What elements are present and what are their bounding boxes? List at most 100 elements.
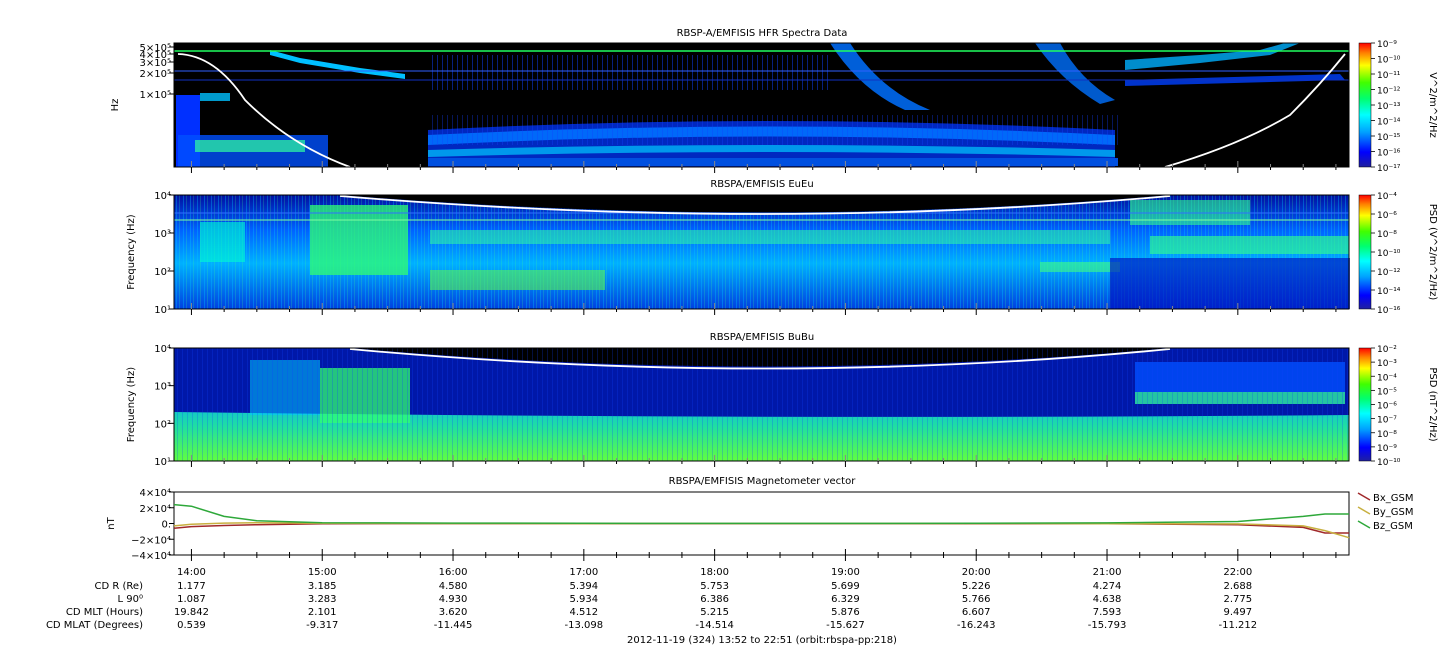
series-line-Bz_GSM <box>173 503 1349 525</box>
y-tick-label: 3×10⁵ <box>140 58 171 69</box>
ephemeris-value: -11.445 <box>434 620 473 631</box>
legend-entry: Bz_GSM <box>1373 521 1413 532</box>
ephemeris-value: -11.212 <box>1219 620 1258 631</box>
colorbar-label: V^2/m^2/Hz <box>1427 72 1438 138</box>
colorbar-tick-label: 10⁻¹³ <box>1377 102 1401 112</box>
magnetometer-plot <box>173 491 1350 556</box>
x-tick-label: 15:00 <box>308 567 337 578</box>
ephemeris-row-label: L 90⁰ <box>118 594 143 605</box>
x-tick-label: 14:00 <box>177 567 206 578</box>
legend-swatch <box>1357 506 1371 515</box>
colorbar-label: PSD (V^2/m^2/Hz) <box>1427 204 1438 301</box>
colorbar-tick-label: 10⁻¹⁰ <box>1377 249 1401 259</box>
ephemeris-value: 1.177 <box>177 581 206 592</box>
ephemeris-value: 5.876 <box>831 607 860 618</box>
ephemeris-value: 4.580 <box>439 581 468 592</box>
x-tick-label: 18:00 <box>700 567 729 578</box>
colorbar-tick-label: 10⁻³ <box>1377 359 1397 369</box>
y-axis-label: Frequency (Hz) <box>126 367 137 443</box>
ephemeris-value: 5.215 <box>700 607 729 618</box>
y-tick-label: 10² <box>154 267 171 278</box>
colorbar-tick-label: 10⁻² <box>1377 345 1397 355</box>
legend-swatch <box>1357 520 1371 529</box>
ephemeris-value: 9.497 <box>1224 607 1253 618</box>
y-tick-label: 1×10⁵ <box>140 90 171 101</box>
ephemeris-value: 2.688 <box>1224 581 1253 592</box>
colorbar-tick-label: 10⁻¹⁵ <box>1377 133 1401 143</box>
y-tick-label: 4×10⁵ <box>140 50 171 61</box>
colorbar-tick-label: 10⁻⁹ <box>1377 40 1397 50</box>
x-tick-label: 16:00 <box>439 567 468 578</box>
colorbar-tick-label: 10⁻¹⁶ <box>1377 149 1401 159</box>
ephemeris-value: 3.283 <box>308 594 337 605</box>
y-axis-label: Frequency (Hz) <box>126 214 137 290</box>
ephemeris-value: -13.098 <box>565 620 604 631</box>
ephemeris-value: 6.386 <box>700 594 729 605</box>
colorbar-tick-label: 10⁻¹⁴ <box>1377 287 1401 297</box>
colorbar-tick-label: 10⁻⁸ <box>1377 230 1397 240</box>
legend-entry: Bx_GSM <box>1373 493 1414 504</box>
ephemeris-value: 5.699 <box>831 581 860 592</box>
eueu-panel-title: RBSPA/EMFISIS EuEu <box>710 179 813 190</box>
magnetometer-panel-title: RBSPA/EMFISIS Magnetometer vector <box>669 476 857 487</box>
eueu-colorbar <box>1358 194 1372 310</box>
colorbar-tick-label: 10⁻⁶ <box>1377 402 1397 412</box>
ephemeris-row-label: CD MLT (Hours) <box>66 607 143 618</box>
colorbar-tick-label: 10⁻⁸ <box>1377 430 1397 440</box>
y-tick-label: 10³ <box>154 382 171 393</box>
colorbar-tick-label: 10⁻¹⁰ <box>1377 56 1401 66</box>
colorbar-tick-label: 10⁻⁷ <box>1377 416 1397 426</box>
colorbar-label: PSD (nT^2/Hz) <box>1427 367 1438 441</box>
colorbar-tick-label: 10⁻⁴ <box>1377 373 1397 383</box>
y-tick-label: 4×10⁴ <box>140 488 171 499</box>
colorbar-tick-label: 10⁻⁴ <box>1377 192 1397 202</box>
x-tick-label: 21:00 <box>1093 567 1122 578</box>
y-tick-label: 2×10⁵ <box>140 69 171 80</box>
x-tick-label: 17:00 <box>569 567 598 578</box>
ephemeris-value: 4.274 <box>1093 581 1122 592</box>
colorbar-tick-label: 10⁻¹² <box>1377 87 1401 97</box>
y-axis-label: nT <box>106 516 117 529</box>
ephemeris-value: 5.226 <box>962 581 991 592</box>
x-tick-label: 22:00 <box>1223 567 1252 578</box>
hfr-spectrogram <box>173 42 1350 168</box>
ephemeris-row-label: CD R (Re) <box>95 581 144 592</box>
ephemeris-value: -14.514 <box>695 620 734 631</box>
colorbar-tick-label: 10⁻¹¹ <box>1377 71 1401 81</box>
colorbar-tick-label: 10⁻¹⁷ <box>1377 164 1401 174</box>
ephemeris-value: 4.638 <box>1093 594 1122 605</box>
eueu-spectrogram <box>173 194 1350 310</box>
ephemeris-value: 2.775 <box>1224 594 1253 605</box>
x-tick-label: 20:00 <box>962 567 991 578</box>
legend-entry: By_GSM <box>1373 507 1414 518</box>
bubu-spectrogram <box>173 347 1350 462</box>
colorbar-tick-label: 10⁻⁶ <box>1377 211 1397 221</box>
hfr-panel-title: RBSP-A/EMFISIS HFR Spectra Data <box>677 28 848 39</box>
ephemeris-value: 5.934 <box>570 594 599 605</box>
ephemeris-value: 3.185 <box>308 581 337 592</box>
ephemeris-value: -15.627 <box>826 620 865 631</box>
y-tick-label: −2×10⁴ <box>131 535 171 546</box>
y-tick-label: 0. <box>161 520 171 531</box>
ephemeris-value: -15.793 <box>1088 620 1127 631</box>
colorbar-tick-label: 10⁻¹⁴ <box>1377 118 1401 128</box>
footer-time-range: 2012-11-19 (324) 13:52 to 22:51 (orbit:r… <box>627 635 897 646</box>
ephemeris-value: 6.607 <box>962 607 991 618</box>
ephemeris-value: 5.766 <box>962 594 991 605</box>
y-tick-label: 10¹ <box>154 305 171 316</box>
y-tick-label: 10¹ <box>154 457 171 468</box>
y-tick-label: 10⁴ <box>154 344 171 355</box>
y-tick-label: 2×10⁴ <box>140 504 171 515</box>
bubu-panel-title: RBSPA/EMFISIS BuBu <box>710 332 814 343</box>
colorbar-tick-label: 10⁻¹⁰ <box>1377 458 1401 468</box>
bubu-colorbar <box>1358 347 1372 462</box>
y-tick-label: 10⁴ <box>154 191 171 202</box>
y-tick-label: −4×10⁴ <box>131 551 171 562</box>
legend-swatch <box>1357 492 1371 501</box>
colorbar-tick-label: 10⁻¹⁶ <box>1377 306 1401 316</box>
x-tick-label: 19:00 <box>831 567 860 578</box>
colorbar-tick-label: 10⁻⁹ <box>1377 444 1397 454</box>
ephemeris-value: 5.753 <box>700 581 729 592</box>
ephemeris-value: 7.593 <box>1093 607 1122 618</box>
